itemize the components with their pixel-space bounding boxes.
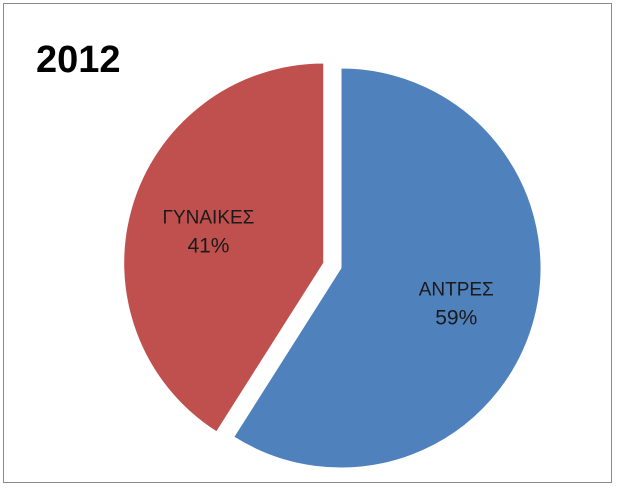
slice-label-1: ΓΥΝΑΙΚΕΣ — [163, 207, 255, 228]
pie-slices — [123, 62, 542, 469]
chart-title: 2012 — [36, 39, 121, 81]
pie-slice-1 — [123, 62, 325, 433]
slice-label-0: ΑΝΤΡΕΣ — [419, 279, 494, 300]
slice-percent-1: 41% — [187, 234, 229, 257]
slice-percent-0: 59% — [435, 306, 477, 329]
pie-labels: ΑΝΤΡΕΣ 59% ΓΥΝΑΙΚΕΣ 41% — [163, 207, 494, 329]
pie-slice-0 — [233, 67, 542, 469]
